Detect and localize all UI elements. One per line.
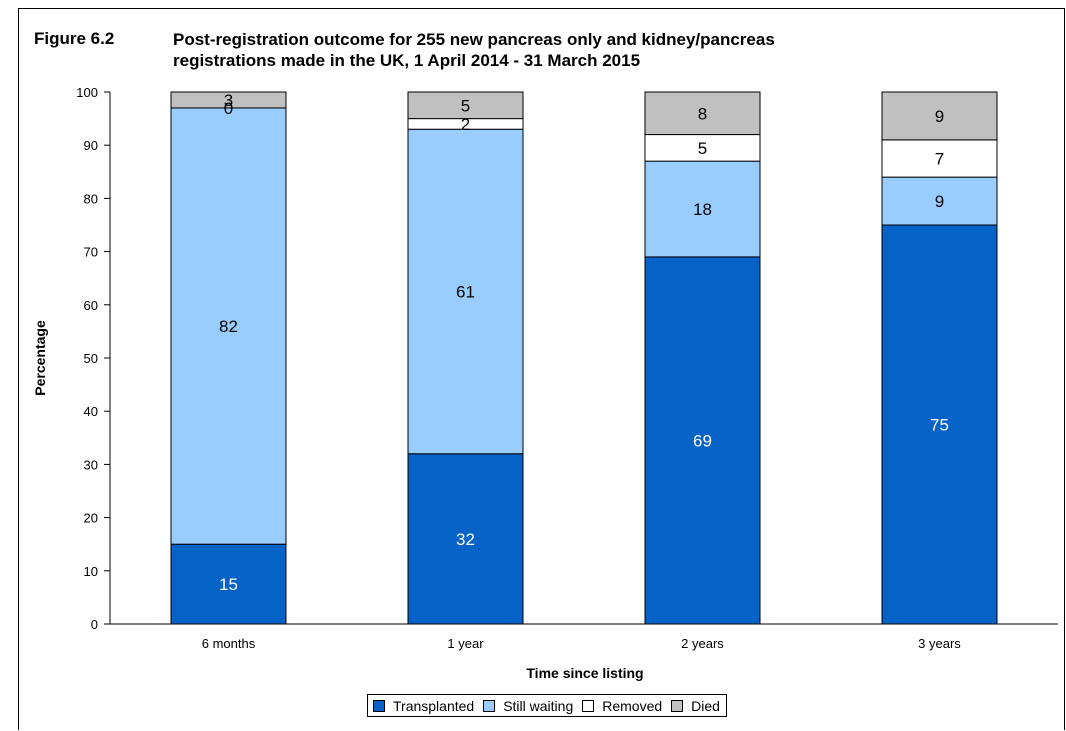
bar-segment-still-waiting <box>881 176 998 226</box>
legend-item: Removed <box>582 698 662 714</box>
legend-swatch <box>373 699 385 712</box>
figure-title: Post-registration outcome for 255 new pa… <box>173 30 775 70</box>
figure-label: Figure 6.2 <box>34 29 115 48</box>
bar-segment-died <box>407 91 524 120</box>
data-label: 8 <box>698 104 707 123</box>
y-tick-label: 80 <box>84 191 98 206</box>
data-label: 15 <box>219 575 238 594</box>
legend-item: Still waiting <box>483 698 573 714</box>
legend-item: Died <box>671 698 720 714</box>
bar-segment-died <box>170 91 287 109</box>
bar-segment-removed <box>644 134 761 162</box>
bar-segment-transplanted <box>170 543 287 625</box>
x-axis-label: Time since listing <box>526 665 643 681</box>
legend-label: Died <box>691 697 720 714</box>
y-tick-label: 10 <box>84 564 98 579</box>
y-tick-label: 50 <box>84 351 98 366</box>
y-tick-label: 70 <box>84 245 98 260</box>
y-axis-label: Percentage <box>32 320 48 396</box>
data-label: 69 <box>693 431 712 450</box>
legend-swatch <box>582 699 595 712</box>
data-label: 61 <box>456 283 475 302</box>
legend-label: Still waiting <box>503 697 574 714</box>
data-label: 75 <box>930 416 949 435</box>
x-tick-label: 3 years <box>918 636 961 651</box>
x-tick-label: 2 years <box>681 636 724 651</box>
data-label: 32 <box>456 530 475 549</box>
bar-segment-transplanted <box>881 224 998 625</box>
bar-segment-transplanted <box>644 256 761 625</box>
legend-item: Transplanted <box>373 698 474 714</box>
legend-swatch <box>483 699 496 712</box>
data-label: 9 <box>935 107 944 126</box>
x-tick-label: 1 year <box>447 636 484 651</box>
data-label: 5 <box>698 139 707 158</box>
chart-legend: Transplanted Still waiting Removed Died <box>367 694 727 717</box>
bar-segment-removed <box>881 139 998 178</box>
y-tick-label: 90 <box>84 138 98 153</box>
y-tick-label: 30 <box>84 457 98 472</box>
figure-frame <box>18 8 1065 730</box>
y-tick-label: 0 <box>91 617 98 632</box>
legend-label: Removed <box>602 697 663 714</box>
data-label: 9 <box>935 192 944 211</box>
data-label: 7 <box>935 150 944 169</box>
y-tick-label: 20 <box>84 511 98 526</box>
data-label: 18 <box>693 200 712 219</box>
x-tick-label: 6 months <box>202 636 256 651</box>
data-label: 2 <box>461 115 470 134</box>
bar-segment-died <box>881 91 998 141</box>
bar-segment-died <box>644 91 761 136</box>
chart-bars <box>170 91 998 625</box>
data-label: 5 <box>461 96 470 115</box>
legend-label: Transplanted <box>393 697 475 714</box>
y-tick-label: 100 <box>76 85 98 100</box>
bar-segment-still-waiting <box>170 107 287 545</box>
bar-segment-transplanted <box>407 453 524 625</box>
data-label: 82 <box>219 317 238 336</box>
y-tick-label: 60 <box>84 298 98 313</box>
y-tick-label: 40 <box>84 404 98 419</box>
data-label: 3 <box>224 91 233 110</box>
data-label: 0 <box>224 99 233 118</box>
legend-swatch <box>671 699 684 712</box>
